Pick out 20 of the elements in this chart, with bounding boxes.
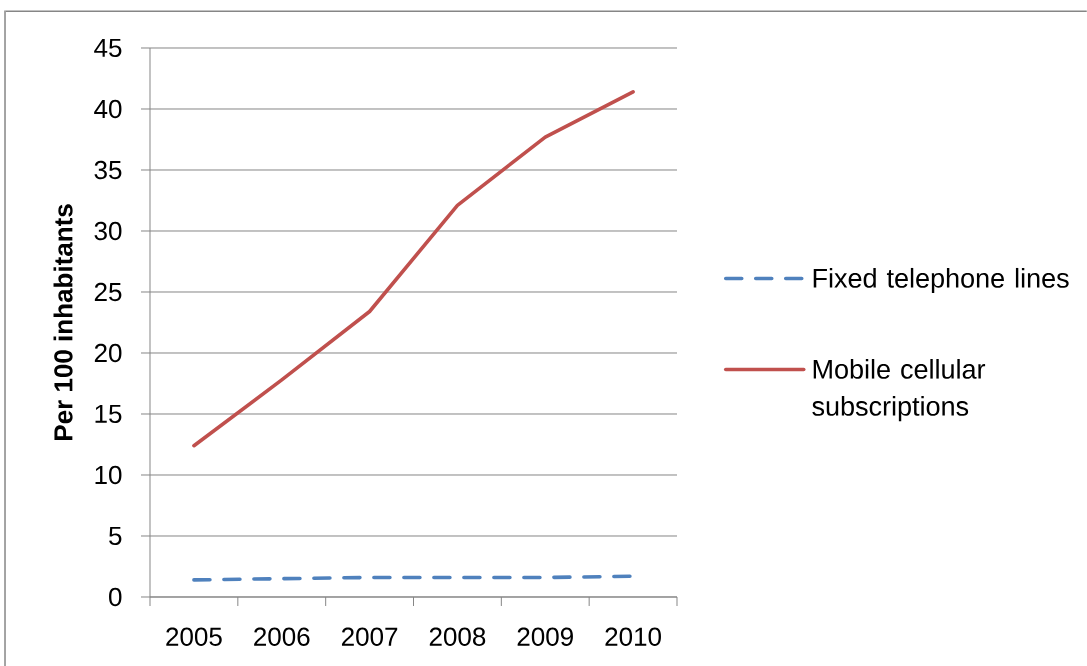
- y-tick-label: 25: [94, 282, 122, 302]
- y-tick-label: 45: [94, 38, 122, 58]
- y-tick-label: 15: [95, 404, 122, 424]
- y-tick-label: 40: [94, 99, 122, 119]
- y-tick-label: 30: [94, 221, 122, 241]
- y-tick-label: 0: [109, 587, 122, 607]
- y-tick-label: 5: [109, 526, 122, 546]
- x-tick-label: 2007: [341, 627, 398, 646]
- legend-label: Fixed telephone lines: [813, 267, 1069, 294]
- y-tick-label: 35: [94, 160, 122, 180]
- y-axis-title: Per 100 inhabitants: [53, 204, 73, 440]
- x-tick-label: 2006: [254, 627, 310, 646]
- x-tick-label: 2010: [605, 627, 661, 646]
- x-tick-label: 2005: [166, 627, 222, 646]
- x-tick-label: 2009: [517, 627, 573, 646]
- legend-label: Mobile cellular subscriptions: [812, 359, 986, 422]
- line-series: [192, 90, 635, 448]
- x-tick-label: 2008: [429, 627, 486, 646]
- y-tick-label: 20: [94, 343, 122, 363]
- y-tick-label: 10: [95, 465, 122, 485]
